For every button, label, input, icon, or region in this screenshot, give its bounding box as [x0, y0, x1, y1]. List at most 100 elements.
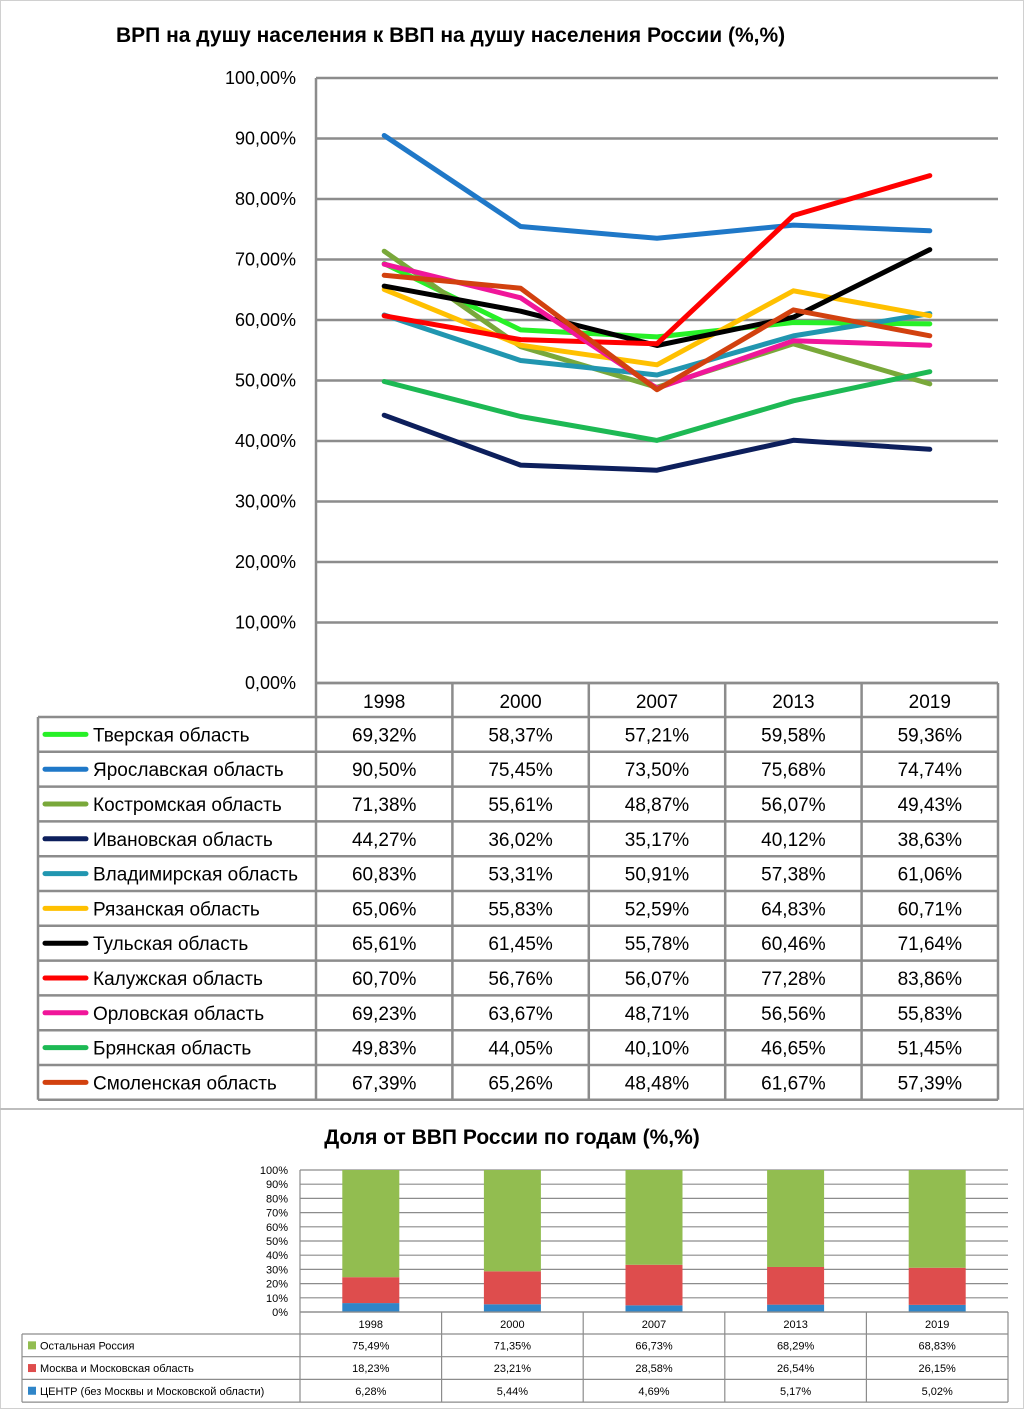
bar-segment-1	[625, 1170, 683, 1265]
table-value: 44,05%	[488, 1039, 553, 1060]
table-value: 68,83%	[919, 1340, 957, 1352]
table-value: 90,50%	[352, 760, 417, 781]
table-value: 55,61%	[488, 795, 553, 816]
y-tick-label: 20,00%	[235, 552, 296, 572]
table-value: 26,15%	[919, 1363, 957, 1375]
table-value: 59,58%	[761, 725, 826, 746]
series-line-4	[381, 412, 933, 473]
legend-label: Тульская область	[93, 934, 248, 955]
table-value: 48,71%	[625, 1004, 690, 1025]
table-value: 48,48%	[625, 1073, 690, 1094]
x-category-label: 2000	[499, 692, 541, 713]
series-line-2	[381, 133, 933, 241]
table-value: 69,32%	[352, 725, 417, 746]
line-chart-title: ВРП на душу населения к ВВП на душу насе…	[116, 24, 786, 47]
table-value: 52,59%	[625, 899, 690, 920]
table-value: 63,67%	[488, 1004, 553, 1025]
legend-label: Ивановская область	[93, 830, 273, 851]
table-value: 46,65%	[761, 1039, 826, 1060]
table-value: 18,23%	[352, 1363, 390, 1375]
y-tick-label: 40%	[266, 1250, 288, 1262]
table-value: 57,39%	[898, 1073, 963, 1094]
y-tick-label: 20%	[266, 1279, 288, 1291]
table-value: 71,38%	[352, 795, 417, 816]
table-value: 6,28%	[355, 1386, 386, 1398]
bar-segment-2	[767, 1266, 825, 1305]
y-tick-label: 100%	[260, 1165, 288, 1177]
y-tick-label: 50%	[266, 1236, 288, 1248]
legend-swatch	[28, 1364, 36, 1373]
table-value: 69,23%	[352, 1004, 417, 1025]
series-line-8	[381, 173, 933, 347]
x-category-label: 2007	[636, 692, 678, 713]
legend-label: Смоленская область	[93, 1073, 277, 1094]
table-value: 26,54%	[777, 1363, 815, 1375]
line-data-table: 1998 2000 2007 2013 2019 Тверская область 69,3…	[36, 681, 1000, 1102]
table-value: 56,07%	[761, 795, 826, 816]
table-value: 53,31%	[488, 865, 553, 886]
table-value: 56,76%	[488, 969, 553, 990]
table-value: 59,36%	[898, 725, 963, 746]
table-value: 40,12%	[761, 830, 826, 851]
y-tick-label: 70%	[266, 1208, 288, 1220]
legend-label: Остальная Россия	[40, 1340, 135, 1352]
y-tick-label: 80,00%	[235, 189, 296, 209]
table-value: 60,83%	[352, 865, 417, 886]
y-tick-label: 90,00%	[235, 129, 296, 149]
table-value: 5,17%	[780, 1386, 811, 1398]
table-value: 67,39%	[352, 1073, 417, 1094]
bar-segment-3	[483, 1304, 541, 1312]
y-tick-label: 90%	[266, 1179, 288, 1191]
legend-label: Москва и Московская область	[40, 1363, 194, 1375]
bar-segment-3	[908, 1304, 966, 1312]
table-value: 65,06%	[352, 899, 417, 920]
table-value: 60,46%	[761, 934, 826, 955]
table-value: 75,49%	[352, 1340, 390, 1352]
y-tick-label: 60,00%	[235, 310, 296, 330]
legend-label: Тверская область	[93, 725, 250, 746]
table-value: 57,21%	[625, 725, 690, 746]
series-line-10	[381, 369, 933, 443]
legend-label: Орловская область	[93, 1004, 264, 1025]
series-line-1	[381, 261, 933, 340]
y-tick-label: 80%	[266, 1193, 288, 1205]
bar-segment-2	[342, 1277, 400, 1304]
table-value: 75,45%	[488, 760, 553, 781]
table-value: 60,70%	[352, 969, 417, 990]
table-value: 64,83%	[761, 899, 826, 920]
table-value: 49,43%	[898, 795, 963, 816]
line-chart: 0,00% 10,00% 20,00% 30,00% 40,00% 50,00% 60,00…	[36, 68, 1000, 1102]
y-tick-label: 10%	[266, 1293, 288, 1305]
x-category-label: 2007	[642, 1319, 666, 1331]
legend-swatch	[28, 1341, 36, 1350]
table-value: 60,71%	[898, 899, 963, 920]
y-tick-label: 10,00%	[235, 613, 296, 633]
table-value: 66,73%	[635, 1340, 673, 1352]
y-tick-label: 40,00%	[235, 431, 296, 451]
y-tick-label: 30%	[266, 1264, 288, 1276]
x-category-label: 1998	[363, 692, 405, 713]
bar-segment-2	[483, 1271, 541, 1305]
table-value: 35,17%	[625, 830, 690, 851]
series-line-11	[381, 272, 933, 393]
table-value: 75,68%	[761, 760, 826, 781]
x-category-label: 2013	[772, 692, 814, 713]
bar-segment-2	[625, 1264, 683, 1306]
table-value: 44,27%	[352, 830, 417, 851]
bar-segment-1	[342, 1170, 400, 1278]
table-value: 71,64%	[898, 934, 963, 955]
table-value: 5,44%	[497, 1386, 528, 1398]
table-value: 36,02%	[488, 830, 553, 851]
y-tick-label: 70,00%	[235, 250, 296, 270]
table-value: 56,56%	[761, 1004, 826, 1025]
bar-segment-3	[342, 1303, 400, 1312]
bar-chart-title: Доля от ВВП России по годам (%,%)	[324, 1126, 700, 1149]
table-value: 61,67%	[761, 1073, 826, 1094]
stacked-bar-chart: 0% 10% 20% 30% 40% 50% 60% 70% 80% 90% 100% 1998 200…	[21, 1165, 1009, 1403]
table-value: 57,38%	[761, 865, 826, 886]
legend-label: Брянская область	[93, 1039, 251, 1060]
series-line-5	[381, 311, 933, 378]
x-category-label: 2019	[909, 692, 951, 713]
y-tick-label: 100,00%	[225, 68, 296, 88]
